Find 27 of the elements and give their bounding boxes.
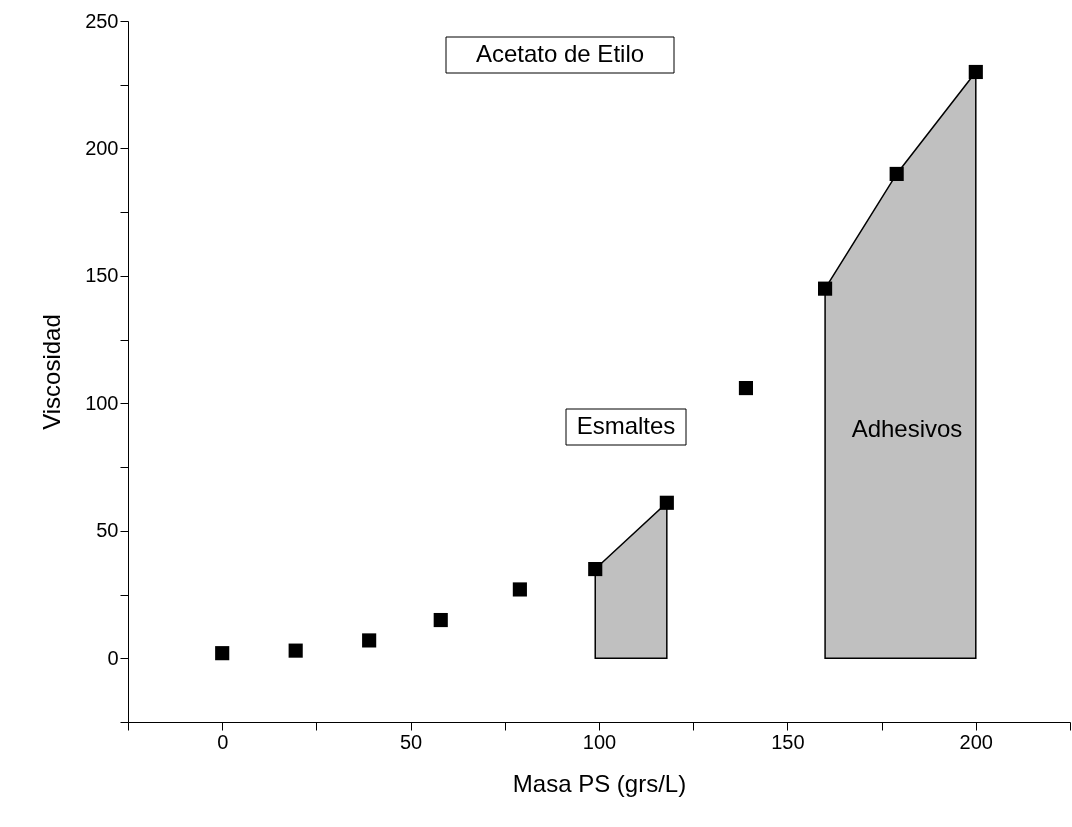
point	[818, 281, 833, 296]
y-tick-label: 0	[107, 646, 119, 669]
y-tick-label: 250	[85, 9, 119, 32]
y-tick-label: 50	[96, 519, 119, 542]
x-tick-label: 0	[217, 730, 229, 753]
y-axis-title: Viscosidad	[38, 314, 66, 430]
point	[968, 64, 983, 80]
y-tick-label: 100	[85, 391, 119, 414]
annotation: Acetato de Etilo	[475, 40, 645, 67]
point	[738, 381, 754, 396]
x-tick-label: 200	[959, 730, 993, 753]
x-axis-title: Masa PS (grs/L)	[512, 769, 687, 797]
point	[362, 633, 377, 648]
point	[659, 495, 674, 510]
y-tick-label: 150	[85, 264, 119, 287]
point	[889, 166, 904, 182]
x-tick-label: 150	[771, 730, 805, 753]
point	[433, 612, 448, 628]
point	[588, 561, 603, 577]
point	[512, 582, 527, 597]
x-tick-label: 100	[582, 730, 617, 753]
point	[288, 643, 303, 658]
x-tick-label: 50	[399, 730, 423, 753]
point	[215, 646, 230, 661]
annotation: Adhesivos	[851, 415, 963, 442]
annotation: Esmaltes	[576, 412, 676, 439]
y-tick-label: 200	[85, 136, 119, 159]
